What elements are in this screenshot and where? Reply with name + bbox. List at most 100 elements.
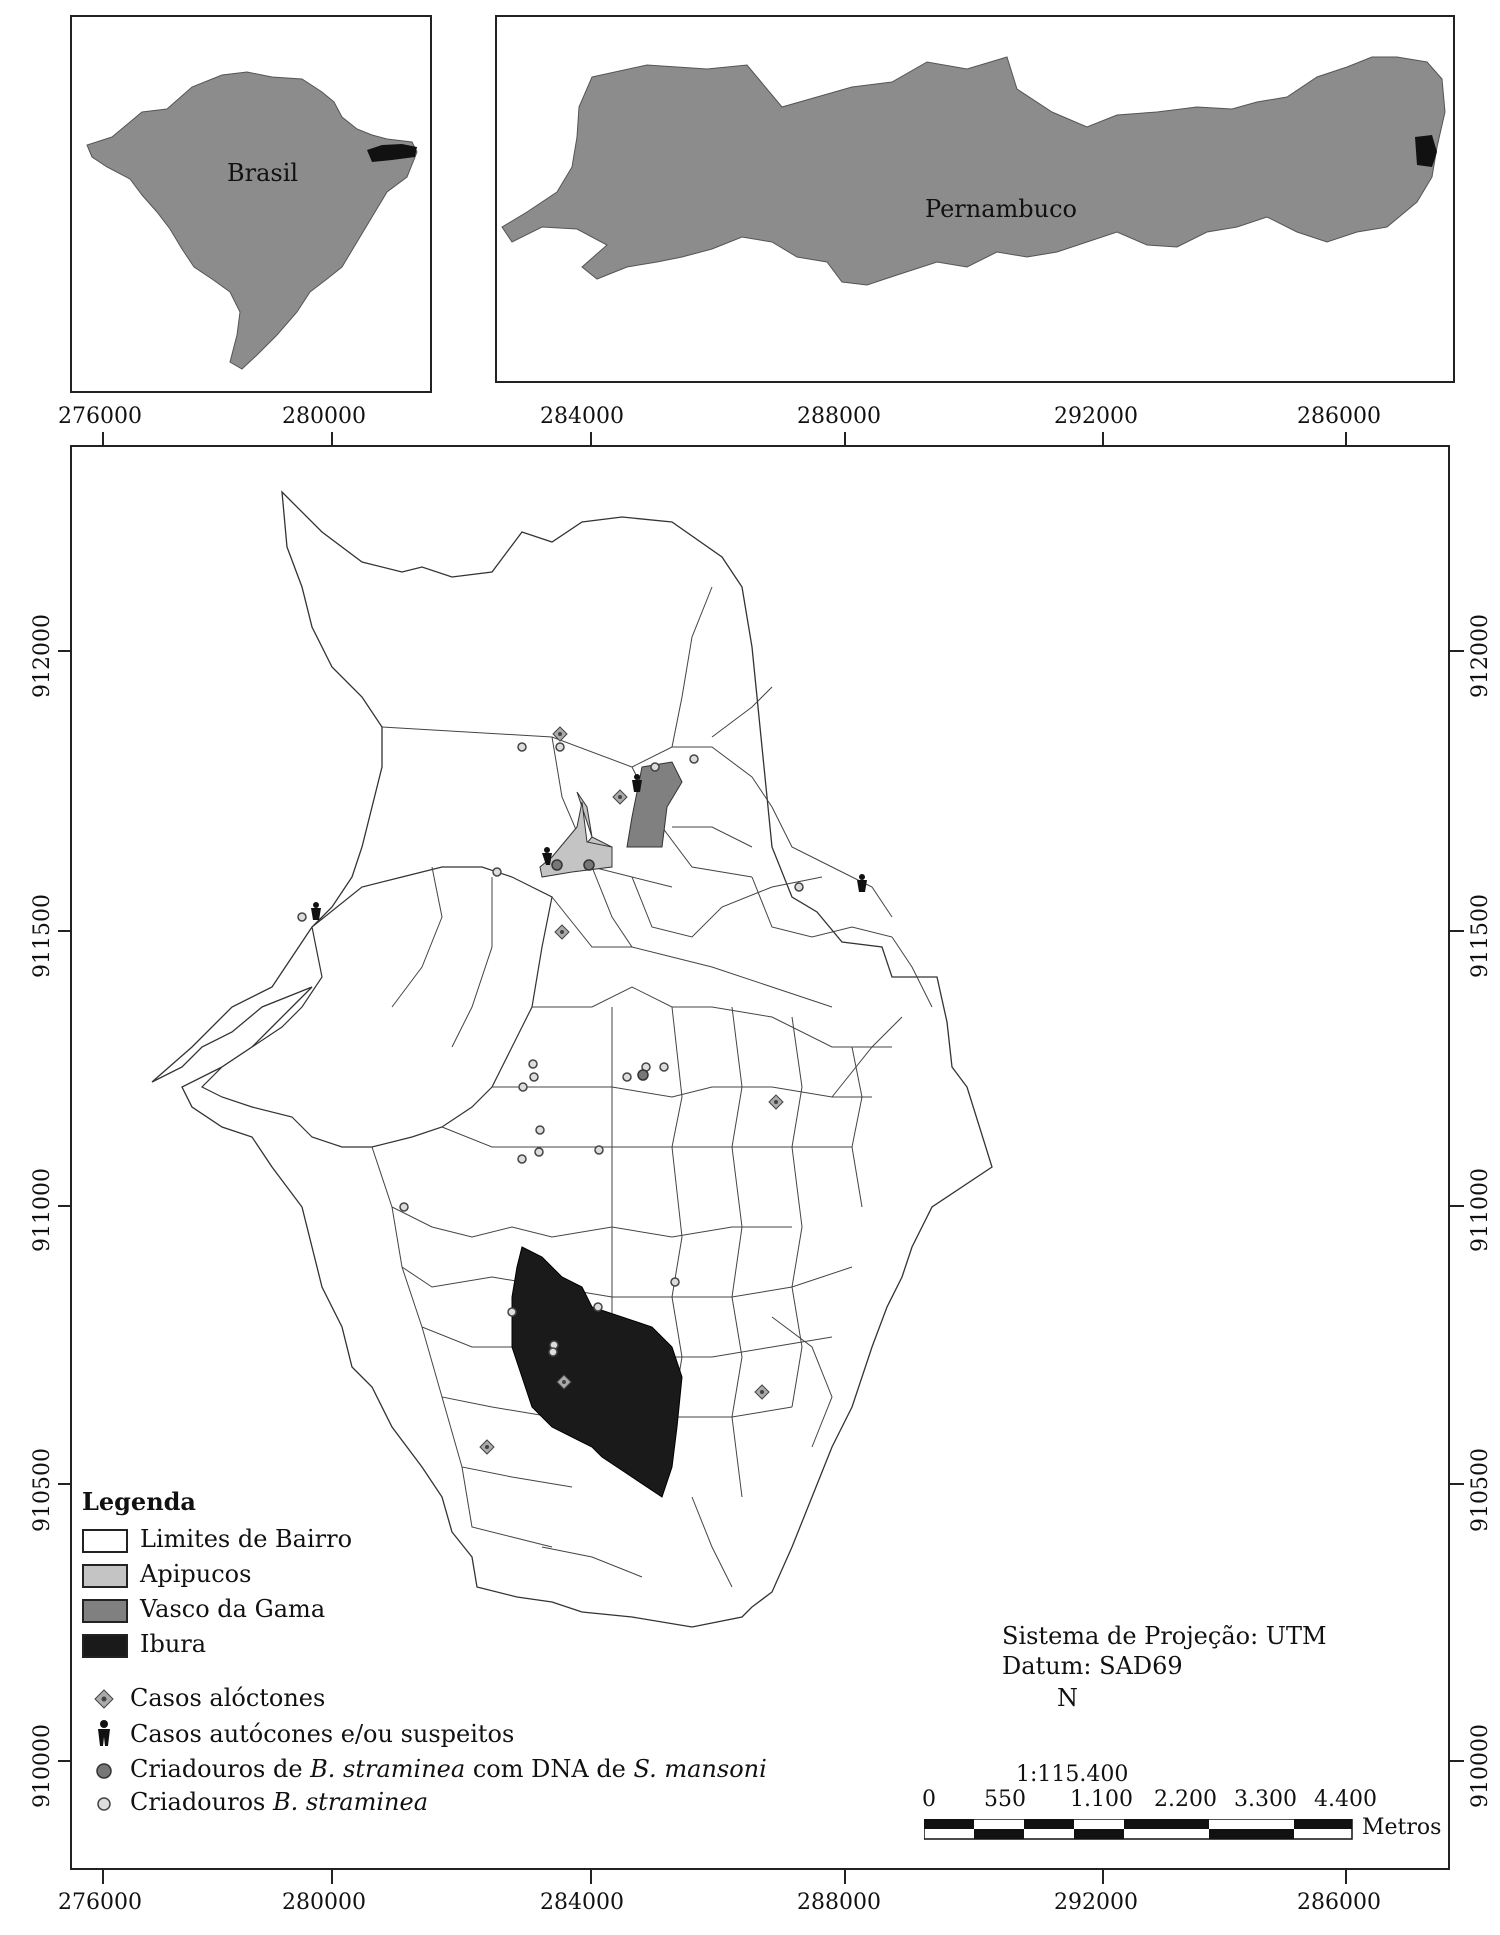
legend-swatch-ibura: [82, 1634, 128, 1658]
open-circle-marker: [529, 1072, 539, 1082]
open-circle-marker: [297, 912, 307, 922]
top-x-tick-label: 286000: [1297, 404, 1381, 429]
pernambuco-inset-frame: Pernambuco: [495, 15, 1455, 383]
diamond-marker: [754, 1384, 770, 1400]
brasil-map: [86, 71, 418, 370]
open-circle-marker: [548, 1347, 558, 1357]
diamond-marker: [479, 1439, 495, 1455]
open-circle-marker: [492, 867, 502, 877]
open-circle-marker: [670, 1277, 680, 1287]
top-x-tick-label: 288000: [797, 404, 881, 429]
open-circle-marker: [555, 742, 565, 752]
person-marker: [542, 847, 552, 865]
filled-circle-icon: [96, 1763, 112, 1779]
legend-swatch-vasco: [82, 1599, 128, 1623]
left-y-tick-label: 912000: [30, 614, 55, 698]
bottom-x-tick-label: 288000: [797, 1890, 881, 1915]
main-map-frame: Legenda Limites de Bairro Apipucos Vasco…: [70, 445, 1450, 1870]
open-circle-marker: [622, 1072, 632, 1082]
top-x-tick-label: 276000: [58, 404, 142, 429]
legend-label-criadouros: Criadouros B. straminea: [130, 1788, 429, 1816]
open-circle-marker: [534, 1147, 544, 1157]
right-y-tick-label: 910500: [1468, 1448, 1493, 1532]
scale-tick: 4.400: [1314, 1787, 1377, 1812]
diamond-marker: [768, 1094, 784, 1110]
left-y-tick-label: 911000: [30, 1168, 55, 1252]
open-circle-marker: [689, 754, 699, 764]
filled-circle-marker: [637, 1069, 649, 1081]
pernambuco-map: [501, 56, 1446, 286]
open-circle-marker: [517, 742, 527, 752]
recife-neighborhoods-map: [151, 490, 993, 1628]
diamond-marker: [556, 1374, 572, 1390]
legend-label-ibura: Ibura: [140, 1630, 207, 1658]
left-y-tick-label: 910500: [30, 1448, 55, 1532]
open-circle-marker: [517, 1154, 527, 1164]
person-marker: [857, 874, 867, 892]
legend-label-criadouros-dna: Criadouros de B. straminea com DNA de S.…: [130, 1755, 767, 1783]
projection-system: Sistema de Projeção: UTM: [1002, 1622, 1327, 1650]
bottom-x-tick-label: 284000: [540, 1890, 624, 1915]
brasil-inset-frame: Brasil: [70, 15, 432, 393]
scale-ticks: 0 550 1.100 2.200 3.300 4.400: [922, 1787, 1422, 1817]
right-y-tick-label: 911000: [1468, 1168, 1493, 1252]
left-y-tick-label: 910000: [30, 1724, 55, 1808]
open-circle-marker: [518, 1082, 528, 1092]
scale-tick: 1.100: [1070, 1787, 1133, 1812]
person-marker: [311, 902, 321, 920]
legend-label-vasco: Vasco da Gama: [140, 1595, 326, 1623]
top-x-tick-label: 280000: [282, 404, 366, 429]
scale-unit: Metros: [1362, 1815, 1442, 1840]
open-circle-marker: [528, 1059, 538, 1069]
person-icon: [98, 1720, 110, 1746]
neighborhood-boundaries: [371, 586, 933, 1588]
open-circle-marker: [507, 1307, 517, 1317]
right-y-tick-label: 911500: [1468, 894, 1493, 978]
left-y-tick-label: 911500: [30, 894, 55, 978]
person-marker: [632, 774, 642, 792]
open-circle-marker: [650, 762, 660, 772]
study-area-boundary: [151, 490, 993, 1628]
marker-layer: [297, 726, 867, 1455]
legend-swatch-apipucos: [82, 1564, 128, 1588]
apipucos-area-main: [539, 801, 613, 878]
recife-highlight: [1415, 135, 1437, 167]
open-circle-marker: [594, 1145, 604, 1155]
right-y-tick-label: 910000: [1468, 1724, 1493, 1808]
diamond-marker: [612, 789, 628, 805]
filled-circle-marker: [551, 859, 563, 871]
top-x-tick-label: 292000: [1054, 404, 1138, 429]
scale-tick: 2.200: [1154, 1787, 1217, 1812]
legend-label-limites: Limites de Bairro: [140, 1525, 353, 1553]
brasil-shape: [86, 71, 418, 370]
scale-tick: 550: [984, 1787, 1026, 1812]
legend-label-apipucos: Apipucos: [140, 1560, 252, 1588]
bottom-x-tick-label: 280000: [282, 1890, 366, 1915]
diamond-marker: [552, 726, 568, 742]
brasil-label: Brasil: [227, 159, 299, 187]
open-circle-marker: [659, 1062, 669, 1072]
open-circle-marker: [593, 1302, 603, 1312]
right-y-tick-label: 912000: [1468, 614, 1493, 698]
scale-tick: 0: [922, 1787, 936, 1812]
bottom-x-tick-label: 286000: [1297, 1890, 1381, 1915]
scale-tick: 3.300: [1234, 1787, 1297, 1812]
legend-swatch-limites: [82, 1529, 128, 1553]
pernambuco-highlight: [367, 144, 417, 162]
open-circle-marker: [535, 1125, 545, 1135]
north-arrow-label: N: [1057, 1684, 1078, 1712]
top-x-tick-label: 284000: [540, 404, 624, 429]
open-circle-marker: [794, 882, 804, 892]
bottom-x-tick-label: 276000: [58, 1890, 142, 1915]
pernambuco-shape: [501, 56, 1446, 286]
legend-label-autoctones: Casos autócones e/ou suspeitos: [130, 1720, 515, 1748]
ibura-area: [511, 1246, 683, 1498]
pernambuco-label: Pernambuco: [925, 195, 1077, 223]
open-circle-marker: [399, 1202, 409, 1212]
legend-title: Legenda: [82, 1487, 196, 1516]
diamond-marker: [554, 924, 570, 940]
diamond-marker-icon: [94, 1689, 114, 1709]
filled-circle-marker: [583, 859, 595, 871]
legend-label-aloctones: Casos alóctones: [130, 1684, 326, 1712]
scale-ratio: 1:115.400: [1016, 1762, 1129, 1787]
